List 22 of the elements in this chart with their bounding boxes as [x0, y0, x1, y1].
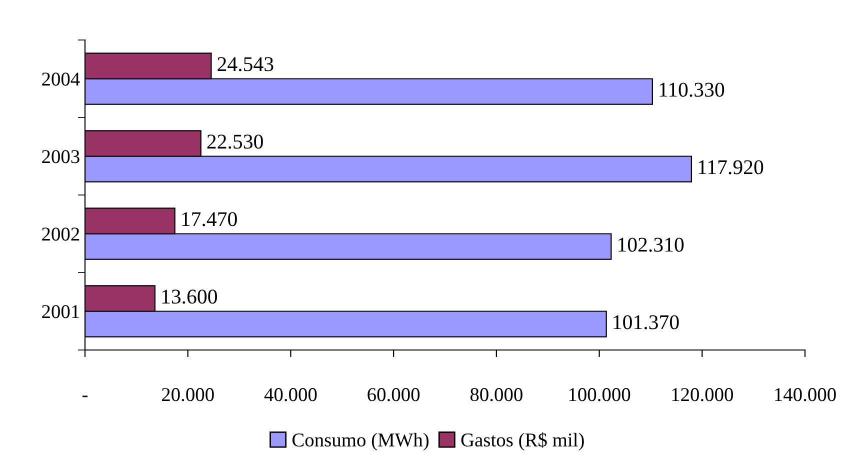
data-label: 101.370: [614, 315, 679, 330]
x-tick-label: 80.000: [470, 388, 522, 402]
x-tick-label: 40.000: [264, 388, 317, 402]
legend-label: Gastos (R$ mil): [461, 432, 584, 450]
y-tick-label: 2003: [42, 150, 80, 164]
x-tick-label: 100.000: [569, 388, 630, 402]
x-tick-label: 60.000: [368, 388, 420, 402]
y-tick-label: 2001: [42, 305, 79, 318]
y-tick-label: 2002: [42, 228, 80, 241]
data-label: 24.543: [218, 57, 274, 72]
data-label: 110.330: [660, 82, 724, 97]
x-tick-label: -: [82, 396, 88, 398]
y-tick-label: 2004: [42, 72, 80, 86]
data-label: 22.530: [207, 134, 263, 149]
x-tick-label: 140.000: [775, 388, 836, 402]
legend-label: Consumo (MWh): [292, 432, 429, 450]
data-label: 17.470: [182, 212, 237, 226]
x-tick-label: 120.000: [672, 388, 733, 402]
data-label: 117.920: [698, 160, 764, 174]
x-tick-label: 20.000: [162, 388, 214, 402]
data-label: 102.310: [618, 238, 684, 252]
data-label: 13.600: [162, 290, 217, 304]
